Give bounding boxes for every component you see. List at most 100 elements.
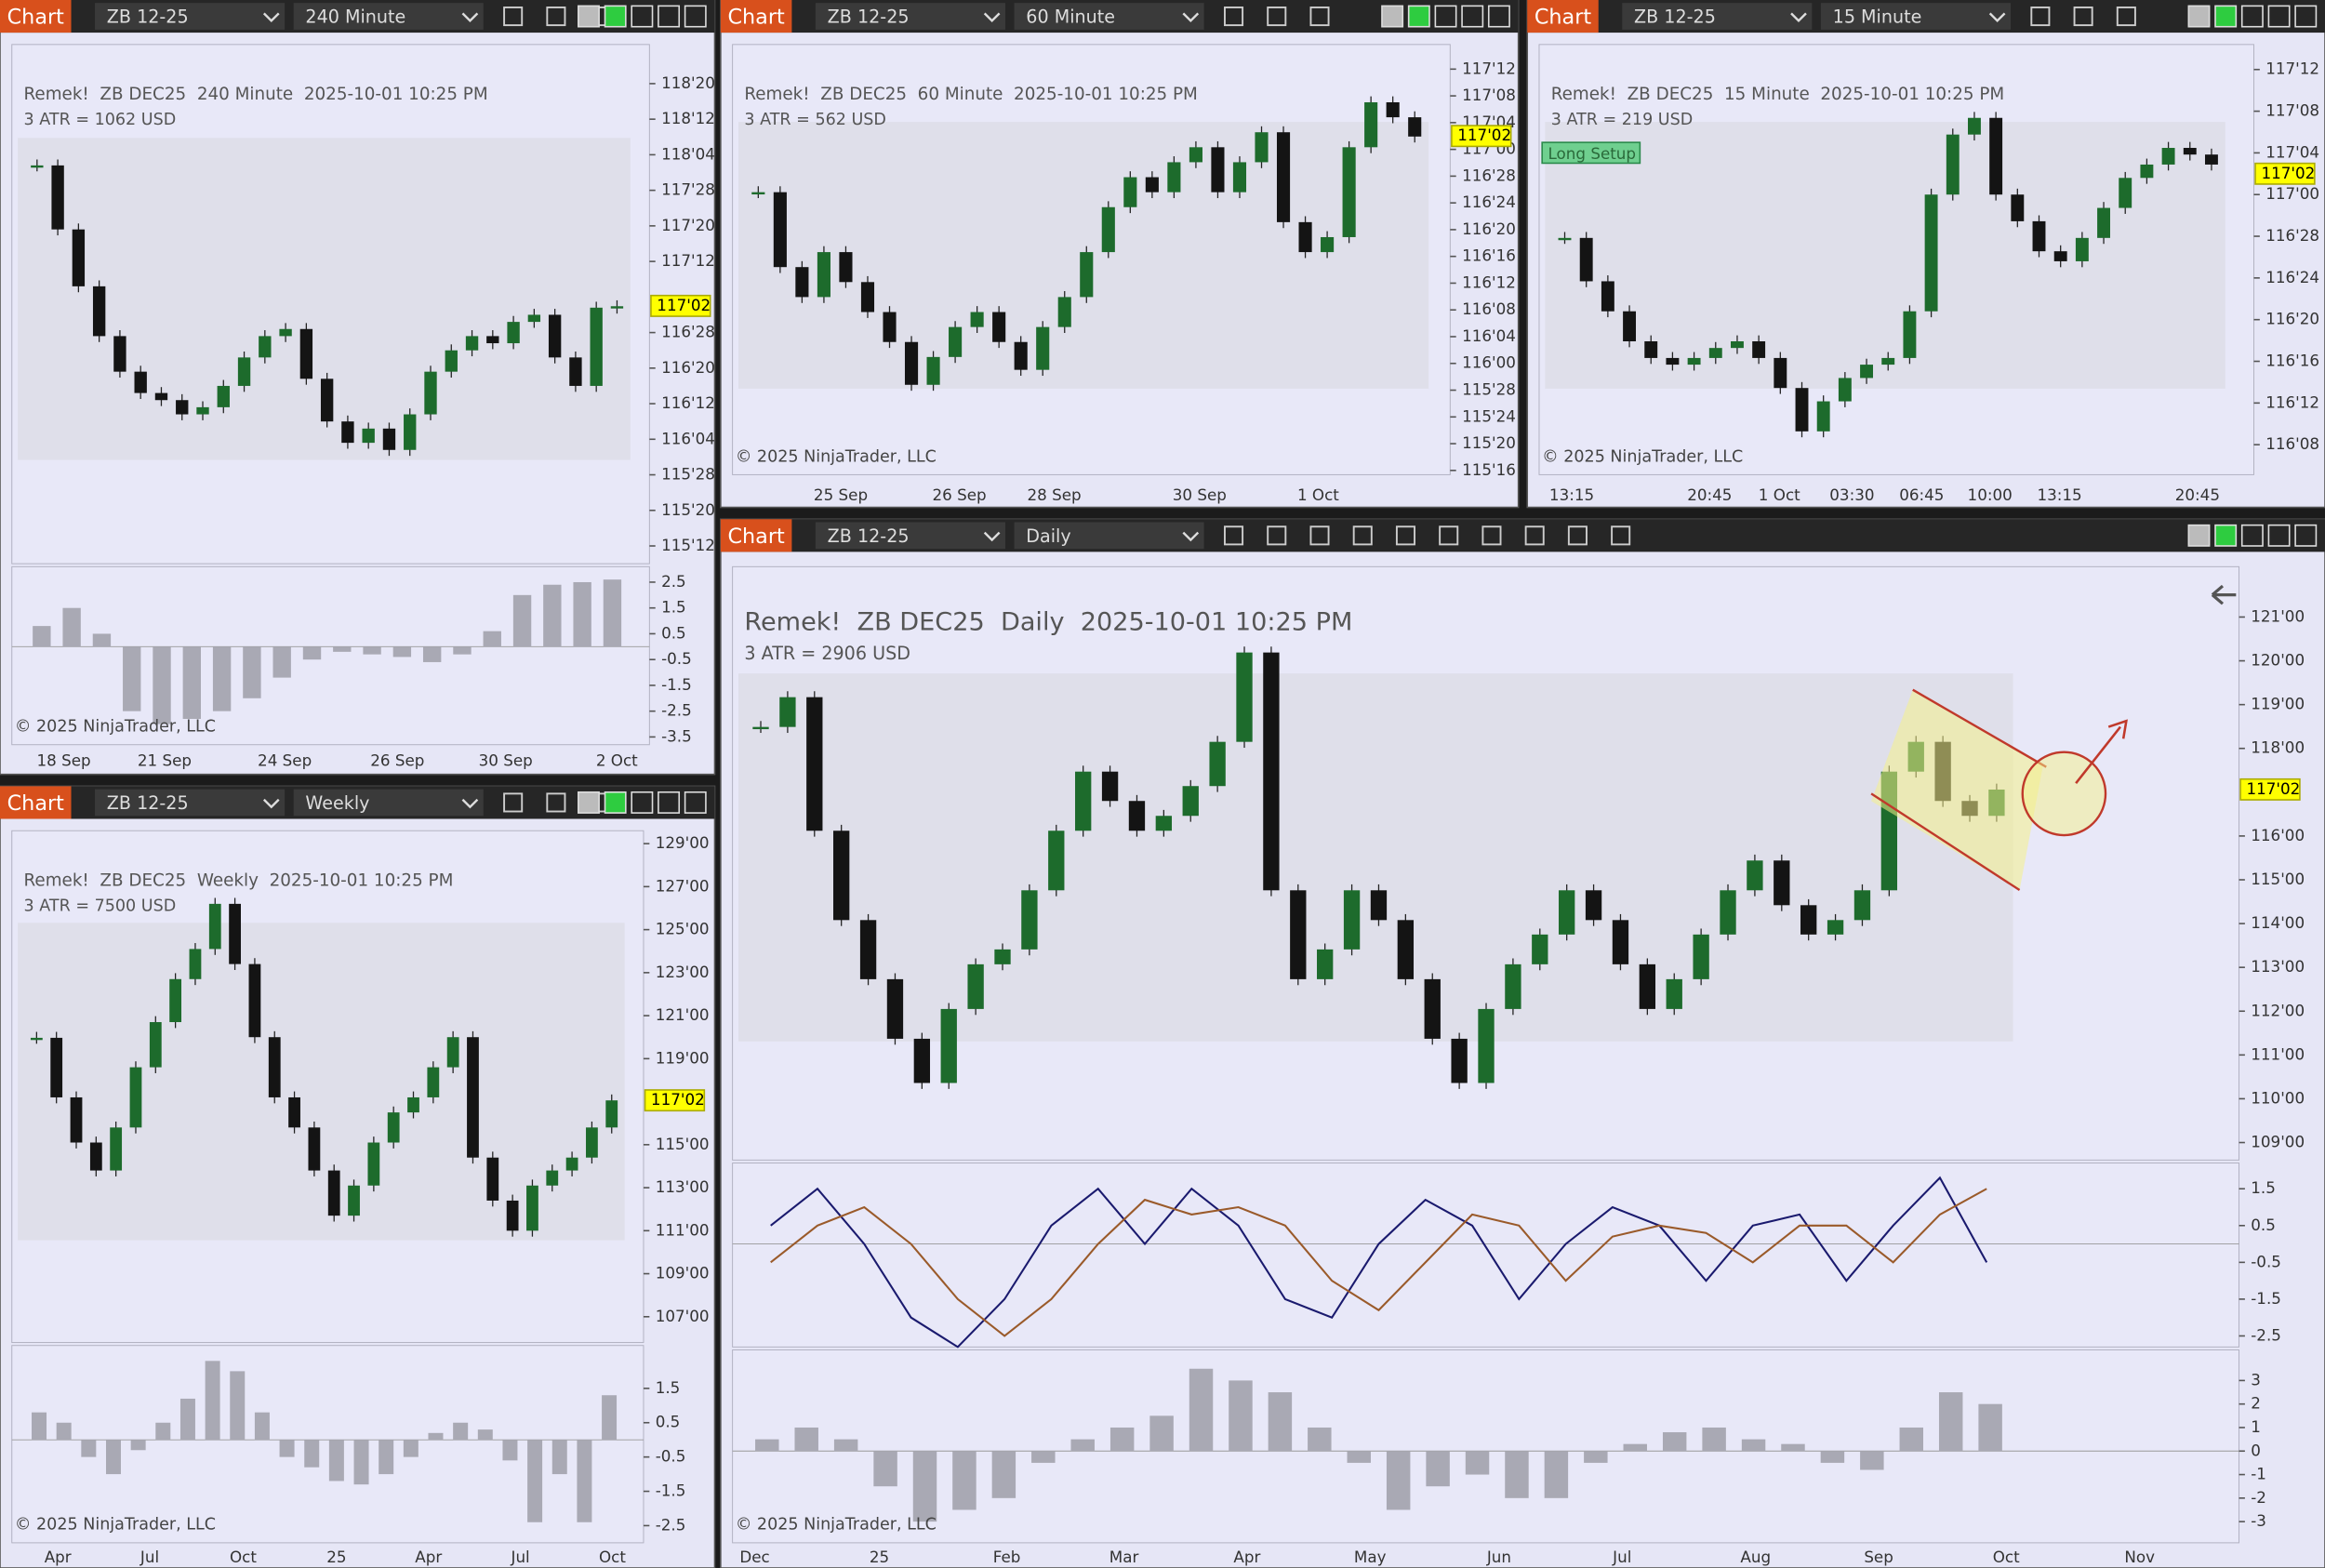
instrument-dropdown[interactable] [815,522,1005,550]
tool-icon[interactable] [546,7,566,27]
candle [590,307,603,386]
window-button[interactable] [658,791,681,814]
window-button[interactable] [631,791,654,814]
tool-icon[interactable] [1224,525,1244,546]
window-button[interactable] [2214,5,2238,28]
interval-dropdown[interactable] [1820,3,2011,30]
window-button[interactable] [1461,5,1484,28]
tool-icon[interactable] [1309,525,1330,546]
instrument-dropdown[interactable] [95,3,286,30]
indicator-panel [732,1163,2240,1348]
tool-icon[interactable] [1309,7,1330,27]
window-button[interactable] [2267,524,2291,547]
y-tick-label: -2.5 [661,701,692,720]
tool-icon[interactable] [1611,525,1631,546]
interval-dropdown[interactable] [1014,3,1204,30]
window-button[interactable] [684,791,707,814]
candle [1370,890,1388,921]
window-button[interactable] [631,5,654,28]
chart-button[interactable] [0,0,72,33]
tool-icon[interactable] [1439,525,1459,546]
chart-button-label[interactable]: Chart [7,6,65,30]
tool-icon[interactable] [1395,525,1416,546]
dropdown-arrow [983,12,1001,23]
interval-label[interactable]: 60 Minute [1026,7,1115,28]
chart-button-label[interactable]: Chart [1534,6,1592,30]
y-tick-label: 118'12 [661,109,715,127]
tool-icon[interactable] [2073,7,2093,27]
x-tick-label: Jul [511,1548,530,1566]
window-button[interactable] [2267,5,2291,28]
tool-icon[interactable] [2116,7,2136,27]
window-button[interactable] [604,791,627,814]
tool-icon[interactable] [503,7,524,27]
chart-button-label[interactable]: Chart [727,6,785,30]
window-button[interactable] [2187,5,2211,28]
histogram-bar [392,646,412,658]
window-button[interactable] [658,5,681,28]
histogram-bar [502,1440,518,1461]
candle [1182,786,1199,817]
window-button[interactable] [2294,5,2318,28]
instrument-label[interactable]: ZB 12-25 [828,7,910,28]
instrument-label[interactable]: ZB 12-25 [107,792,189,814]
back-arrow[interactable] [2211,584,2237,605]
candle [407,1096,419,1113]
instrument-label[interactable]: ZB 12-25 [828,525,910,547]
instrument-dropdown[interactable] [95,789,286,817]
window-button[interactable] [1407,5,1430,28]
candle [129,1067,142,1128]
window-button[interactable] [2187,524,2211,547]
window-button[interactable] [2240,524,2264,547]
tool-icon[interactable] [1481,525,1502,546]
window-button[interactable] [604,5,627,28]
interval-label[interactable]: 240 Minute [305,7,405,28]
chart-title: Remek! ZB DEC25 60 Minute 2025-10-01 10:… [744,85,1198,104]
interval-dropdown[interactable] [1014,522,1204,550]
interval-label[interactable]: Weekly [305,792,369,814]
volatility-band [738,673,2013,1042]
candle [1408,117,1422,137]
dropdown-arrow [262,12,280,23]
histogram-bar [1268,1392,1293,1452]
instrument-dropdown[interactable] [1622,3,1813,30]
tool-icon[interactable] [1524,525,1545,546]
interval-dropdown[interactable] [293,789,484,817]
dropdown-arrow [461,12,479,23]
window-button[interactable] [2240,5,2264,28]
window-button[interactable] [1381,5,1404,28]
x-tick-label: 26 Sep [932,485,986,504]
chart-button[interactable] [0,786,72,819]
chart-button[interactable] [1527,0,1599,33]
window-button[interactable] [1487,5,1510,28]
histogram-bar [543,584,562,647]
instrument-dropdown[interactable] [815,3,1005,30]
chart-button[interactable] [720,519,792,552]
instrument-label[interactable]: ZB 12-25 [107,7,189,28]
candle [507,322,520,344]
tool-icon[interactable] [1267,525,1287,546]
tool-icon[interactable] [1567,525,1588,546]
window-button[interactable] [2214,524,2238,547]
window-button[interactable] [684,5,707,28]
tool-icon[interactable] [503,792,524,813]
candle [752,726,769,730]
interval-dropdown[interactable] [293,3,484,30]
direction-arrow [2075,719,2128,784]
instrument-label[interactable]: ZB 12-25 [1634,7,1716,28]
window-button[interactable] [2294,524,2318,547]
chart-button-label[interactable]: Chart [727,525,785,549]
interval-label[interactable]: 15 Minute [1833,7,1922,28]
candle [348,1185,360,1216]
tool-icon[interactable] [2030,7,2051,27]
window-button[interactable] [578,791,600,814]
tool-icon[interactable] [546,792,566,813]
tool-icon[interactable] [1267,7,1287,27]
window-button[interactable] [578,5,600,28]
interval-label[interactable]: Daily [1026,525,1070,547]
tool-icon[interactable] [1352,525,1373,546]
tool-icon[interactable] [1224,7,1244,27]
chart-button-label[interactable]: Chart [7,791,65,816]
window-button[interactable] [1434,5,1457,28]
chart-button[interactable] [720,0,792,33]
